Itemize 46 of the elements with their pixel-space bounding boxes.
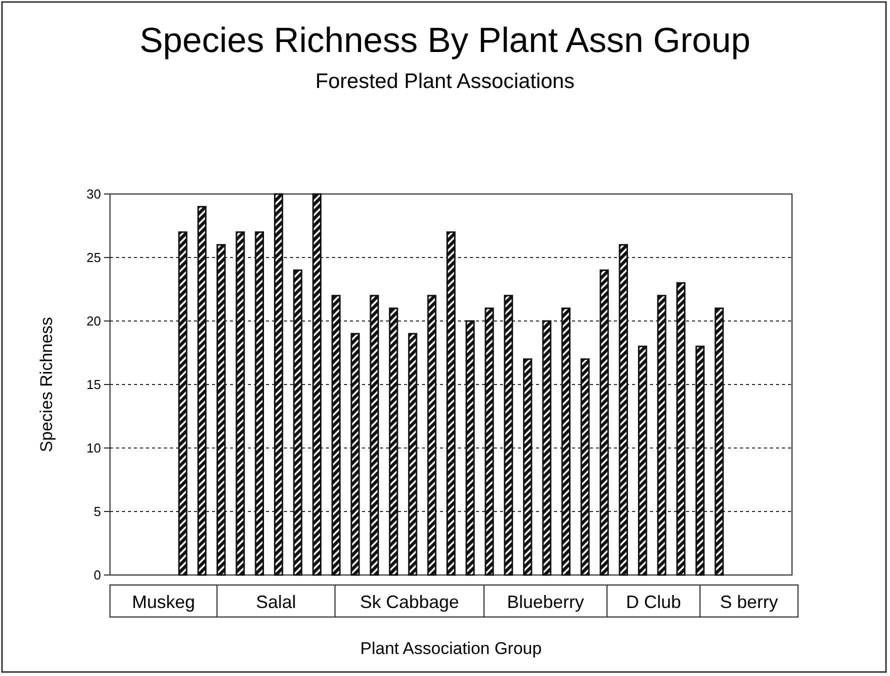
bar (312, 193, 322, 576)
text: S berry (720, 592, 778, 612)
y-tick-label: 30 (86, 186, 101, 202)
text: Sk Cabbage (360, 592, 460, 612)
x-axis-title: Plant Association Group (360, 639, 542, 658)
bar (466, 320, 475, 576)
bar (293, 269, 302, 576)
bar (254, 231, 264, 576)
bar (331, 294, 341, 576)
y-tick-label: 5 (94, 504, 101, 520)
bar (350, 332, 360, 576)
bar (714, 308, 724, 576)
bar (446, 231, 456, 576)
bar (178, 231, 188, 576)
bar (236, 231, 245, 576)
bar (638, 346, 648, 576)
bar (600, 269, 609, 576)
bar (370, 294, 379, 576)
bar (561, 308, 571, 576)
bar (542, 320, 552, 576)
text: Blueberry (506, 592, 584, 612)
bar (274, 193, 284, 576)
bar (427, 294, 436, 576)
bar (523, 358, 532, 576)
bar (580, 358, 590, 576)
y-tick-label: 25 (86, 250, 101, 266)
bar (484, 308, 494, 576)
y-axis-title: Species Richness (37, 316, 56, 452)
bar (388, 308, 398, 576)
text: Muskeg (132, 592, 196, 612)
bar (216, 244, 226, 576)
chart-subtitle: Forested Plant Associations (315, 70, 575, 93)
bar (197, 206, 207, 576)
y-tick-label: 20 (86, 314, 101, 329)
bar (676, 282, 686, 576)
y-tick-label: 0 (94, 568, 101, 583)
bar (695, 346, 705, 576)
bar (408, 332, 418, 576)
text: D Club (626, 592, 682, 612)
chart-title: Species Richness By Plant Assn Group (140, 21, 750, 60)
bar (618, 244, 628, 576)
text: Salal (256, 592, 296, 612)
y-tick-label: 10 (86, 440, 101, 456)
bar (504, 294, 514, 576)
y-tick-label: 15 (86, 377, 101, 392)
bar (657, 294, 666, 576)
